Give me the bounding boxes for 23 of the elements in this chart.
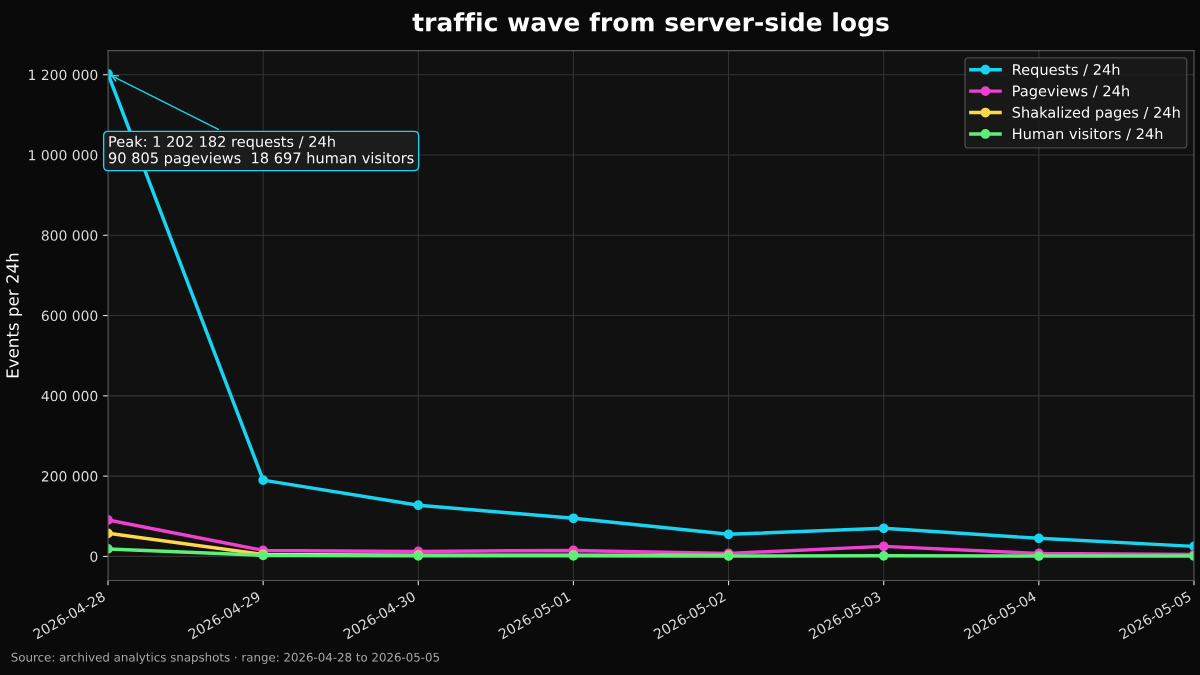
legend-label: Requests / 24h: [1013, 63, 1120, 78]
point: [258, 475, 269, 486]
legend-label: Pageviews / 24h: [1013, 85, 1129, 100]
annotation: Peak: 1 202 182 requests / 24h 90 805 pageviews 18 697 human visitors: [108, 135, 414, 167]
point: [413, 500, 424, 511]
point: [878, 550, 889, 561]
point: [568, 513, 579, 524]
y-axis-title: Events per 24h: [5, 253, 23, 378]
legend-label: Human visitors / 24h: [1013, 127, 1163, 141]
y-tick-label: 600 000: [41, 310, 98, 322]
point: [1033, 533, 1044, 544]
legend-label: Shakalized pages / 24h: [1012, 106, 1180, 121]
y-tick-label: 200 000: [41, 471, 98, 482]
chart-title: traffic wave from server-side logs: [412, 12, 889, 37]
y-tick-label: 800 000: [41, 230, 98, 241]
point: [878, 541, 889, 552]
point: [878, 523, 889, 534]
y-tick-label: 1 200 000: [29, 69, 98, 81]
y-tick-label: 400 000: [41, 390, 98, 402]
source-note: Source: archived analytics snapshots · range: 2026-04-28 to 2026-05-05: [11, 652, 440, 664]
y-tick-label: 0: [90, 551, 98, 562]
y-tick-label: 1 000 000: [29, 149, 98, 161]
point: [723, 529, 734, 540]
